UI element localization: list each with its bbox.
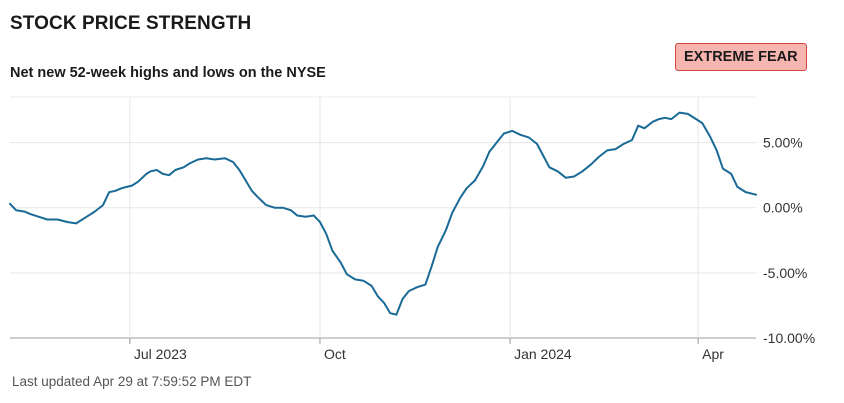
x-tick-label: Oct: [324, 346, 346, 362]
y-axis: 5.00% 0.00% -5.00% -10.00%: [763, 135, 815, 346]
series-line: [9, 111, 757, 316]
last-updated-text: Last updated Apr 29 at 7:59:52 PM EDT: [12, 374, 252, 389]
status-badge: EXTREME FEAR: [675, 43, 807, 71]
y-tick-label: -10.00%: [763, 330, 815, 346]
x-tick-label: Jul 2023: [134, 346, 187, 362]
page-title: STOCK PRICE STRENGTH: [10, 13, 252, 34]
x-tick-label: Jan 2024: [514, 346, 572, 362]
x-axis: Jul 2023 Oct Jan 2024 Apr: [129, 338, 724, 362]
series-group: [9, 111, 757, 316]
y-tick-label: 0.00%: [763, 200, 803, 216]
x-tick-label: Apr: [702, 346, 724, 362]
y-tick-label: -5.00%: [763, 265, 807, 281]
y-tick-label: 5.00%: [763, 135, 803, 151]
chart-subtitle: Net new 52-week highs and lows on the NY…: [10, 65, 326, 81]
grid-lines: [10, 96, 756, 339]
line-chart: 5.00% 0.00% -5.00% -10.00% Jul 2023 Oct Jan 2…: [9, 96, 815, 362]
